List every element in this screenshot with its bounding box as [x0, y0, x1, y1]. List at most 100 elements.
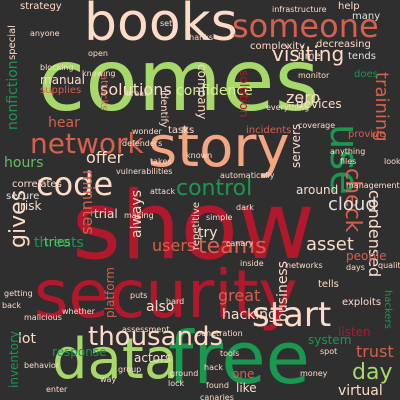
word-getting: getting [4, 289, 33, 298]
word-looks: looks [384, 157, 400, 166]
word-back: back [2, 301, 22, 310]
word-special: special [7, 25, 18, 60]
word-cloud: cloud [328, 194, 377, 215]
word-days: days [346, 263, 365, 272]
word-one: one [232, 367, 255, 381]
word-servers: servers [289, 123, 303, 168]
word-security: security [34, 256, 298, 333]
word-management: management [346, 181, 400, 190]
word-complexity: complexity [250, 41, 305, 52]
word-anything: anything [330, 147, 366, 156]
word-threats: threats [34, 235, 84, 251]
word-dark: dark [236, 203, 254, 212]
word-hear: hear [48, 115, 80, 131]
word-inside: inside [240, 259, 264, 268]
word-secure: secure [6, 191, 40, 202]
word-exploits: exploits [342, 297, 382, 308]
word-solutions: solutions [100, 80, 172, 99]
word-everything: everything [266, 103, 310, 112]
word-solution: solution [237, 70, 251, 118]
word-correlates: correlates [12, 179, 62, 190]
word-infrastructure: infrastructure [272, 5, 327, 14]
word-supplies: supplies [40, 85, 82, 96]
word-nonfiction: nonfiction [5, 60, 21, 130]
word-data: data [52, 327, 179, 392]
word-also: also [146, 299, 175, 315]
word-system: system [308, 333, 352, 347]
word-canaries: canaries [200, 393, 234, 400]
word-coverage: coverage [298, 121, 336, 130]
word-wonder: wonder [132, 127, 162, 136]
word-teams: teams [198, 234, 267, 259]
word-trust: trust [356, 342, 394, 361]
word-devices: devices [296, 97, 342, 111]
word-tasks: tasks [168, 125, 195, 136]
word-known: known [186, 151, 213, 160]
word-automatically: automatically [220, 171, 275, 180]
word-try: try [198, 225, 218, 241]
word-lock: lock [168, 379, 185, 388]
word-inventory: inventory [7, 330, 21, 388]
word-money: money [300, 369, 328, 378]
word-many: many [352, 11, 381, 22]
word-blocking: blocking [40, 63, 74, 72]
word-puts: puts [130, 291, 148, 300]
word-spot: spot [320, 347, 338, 356]
word-day: day [352, 360, 393, 385]
word-incidents: incidents [246, 125, 292, 136]
word-hard: hard [166, 297, 185, 306]
word-strategy: strategy [20, 1, 62, 12]
word-help: help [338, 1, 360, 12]
word-takes: takes [150, 157, 172, 166]
word-zero: zero [286, 88, 321, 107]
word-like: like [236, 381, 257, 395]
word-platform: platform [103, 267, 117, 318]
word-free: free [168, 316, 310, 400]
word-found: found [206, 381, 229, 390]
word-company: company [195, 64, 209, 120]
word-break: break [126, 89, 149, 98]
word-start: start [252, 295, 332, 335]
word-risk: risk [20, 199, 42, 213]
word-business: business [275, 260, 291, 322]
word-response: response [52, 345, 107, 359]
word-minutes: minutes [79, 170, 98, 235]
word-hours: hours [4, 155, 44, 171]
word-listen: listen [338, 325, 371, 339]
word-offer: offer [86, 148, 124, 167]
word-lot: lot [18, 331, 36, 347]
word-someone: someone [232, 7, 379, 45]
word-repetitive: repetitive [191, 201, 202, 250]
word-decreasing: decreasing [316, 39, 371, 50]
word-anyone: anyone [30, 29, 60, 38]
word-networks: networks [286, 261, 323, 270]
word-malicious: malicious [24, 313, 62, 322]
word-trial: trial [94, 207, 118, 221]
word-virtual: virtual [338, 383, 383, 399]
word-asset: asset [306, 234, 354, 255]
word-tells: tells [318, 279, 339, 290]
word-provide: provide [348, 129, 386, 140]
word-story: story [148, 115, 290, 180]
word-control: control [176, 176, 253, 201]
word-hackers: hackers [382, 290, 393, 329]
word-whether: whether [62, 307, 95, 316]
word-hacking: hacking [222, 307, 277, 323]
word-attack: attack [150, 187, 176, 196]
word-files: files [340, 157, 357, 166]
word-tends: tends [348, 51, 376, 62]
word-great: great [218, 286, 261, 305]
word-behavior: behavior [24, 361, 60, 370]
word-group: group [118, 365, 142, 374]
word-hack: hack [204, 363, 224, 372]
word-identify: identify [158, 90, 169, 128]
word-defenders: defenders [122, 139, 163, 148]
word-comes: comes [38, 31, 320, 131]
word-actors: actors [134, 351, 172, 365]
word-around: around [296, 183, 339, 197]
word-canary: canary [226, 239, 254, 248]
word-books: books [84, 0, 238, 53]
word-set: set [160, 19, 173, 28]
word-tries: tries [44, 235, 71, 249]
